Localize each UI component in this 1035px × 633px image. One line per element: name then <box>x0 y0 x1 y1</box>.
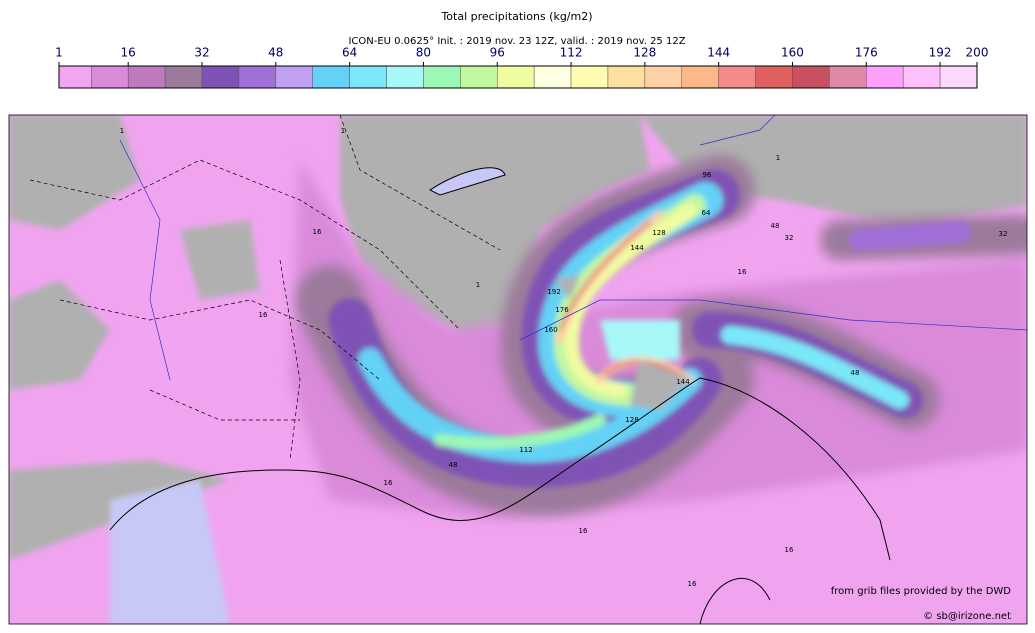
colorbar-tick-label: 128 <box>633 46 656 60</box>
colorbar-tick-label: 200 <box>966 46 989 60</box>
colorbar-cell <box>866 65 904 89</box>
sea-area <box>110 480 230 624</box>
credit: © sb@irizone.net <box>923 611 1011 622</box>
contour-label: 16 <box>384 479 393 487</box>
colorbar-cell <box>570 65 609 89</box>
contour-label: 48 <box>449 461 458 469</box>
colorbar-tick-label: 112 <box>560 46 583 60</box>
contour-label: 176 <box>555 306 569 314</box>
colorbar-cell <box>275 65 313 89</box>
colorbar-cell <box>644 65 683 89</box>
contour-label: 1 <box>341 127 345 135</box>
title: Total precipitations (kg/m2) <box>440 10 592 23</box>
subtitle: ICON-EU 0.0625° Init. : 2019 nov. 23 12Z… <box>348 36 685 47</box>
contour-label: 64 <box>702 209 711 217</box>
colorbar-cell <box>238 65 277 89</box>
colorbar-tick-label: 176 <box>855 46 878 60</box>
contour-label: 160 <box>544 326 557 334</box>
contour-label: 144 <box>630 244 644 252</box>
contour-label: 192 <box>547 288 560 296</box>
contour-label: 1 <box>120 127 124 135</box>
contour-label: 1 <box>776 154 780 162</box>
contour-label: 128 <box>652 229 665 237</box>
colorbar-cell <box>201 65 240 89</box>
contour-label: 112 <box>519 446 532 454</box>
contour-label: 16 <box>738 268 747 276</box>
colorbar-tick-label: 48 <box>268 46 283 60</box>
colorbar-cell <box>902 65 941 89</box>
colorbar-tick-label: 64 <box>342 46 357 60</box>
colorbar-cell <box>755 65 793 89</box>
colorbar-tick-label: 144 <box>707 46 730 60</box>
contour-label: 48 <box>771 222 780 230</box>
colorbar: 1 16 32 48 64 80 96 112 128 144 160 176 192 200 <box>55 46 988 89</box>
colorbar-cell <box>496 65 535 89</box>
rivers <box>119 115 1027 381</box>
colorbar-cell <box>718 65 756 89</box>
credit: from grib files provided by the DWD <box>831 586 1012 597</box>
contour-label: 32 <box>785 234 794 242</box>
colorbar-cell <box>91 65 129 89</box>
contour-label: 96 <box>703 171 712 179</box>
colorbar-cell <box>423 65 461 89</box>
coastlines <box>109 167 891 624</box>
contour-label: 16 <box>259 311 268 319</box>
contour-labels: 1 1 16 16 1 192 176 160 144 128 96 64 32… <box>120 127 1008 588</box>
contour-label: 48 <box>851 369 860 377</box>
colorbar-tick-label: 1 <box>55 46 63 60</box>
map: 1 1 16 16 1 192 176 160 144 128 96 64 32… <box>9 115 1027 624</box>
contour-label: 16 <box>579 527 588 535</box>
colorbar-cell <box>533 65 572 89</box>
contour-label: 16 <box>785 546 794 554</box>
colorbar-cell <box>792 65 830 89</box>
colorbar-cell <box>829 65 867 89</box>
colorbar-tick-label: 32 <box>194 46 209 60</box>
colorbar-cell <box>58 65 92 89</box>
borders <box>29 115 501 461</box>
colorbar-tick-label: 160 <box>781 46 804 60</box>
colorbar-cell <box>349 65 387 89</box>
precip-core <box>328 170 971 488</box>
contour-label: 144 <box>676 378 690 386</box>
colorbar-cell <box>312 65 350 89</box>
colorbar-cell <box>607 65 646 89</box>
colorbar-tick-label: 80 <box>416 46 431 60</box>
contour-label: 128 <box>625 416 638 424</box>
colorbar-cell <box>939 65 978 89</box>
colorbar-frame <box>58 65 978 89</box>
contour-label: 16 <box>688 580 697 588</box>
colorbar-cell <box>681 65 719 89</box>
contour-label: 32 <box>999 230 1008 238</box>
colorbar-tick-label: 96 <box>490 46 505 60</box>
contour-label: 16 <box>313 228 322 236</box>
map-frame <box>8 114 1028 625</box>
colorbar-tick-label: 192 <box>929 46 952 60</box>
colorbar-tick-label: 16 <box>121 46 136 60</box>
contour-label: 1 <box>476 281 480 289</box>
colorbar-cell <box>386 65 424 89</box>
colorbar-cell <box>460 65 498 89</box>
colorbar-cell <box>164 65 203 89</box>
colorbar-cell <box>127 65 166 89</box>
